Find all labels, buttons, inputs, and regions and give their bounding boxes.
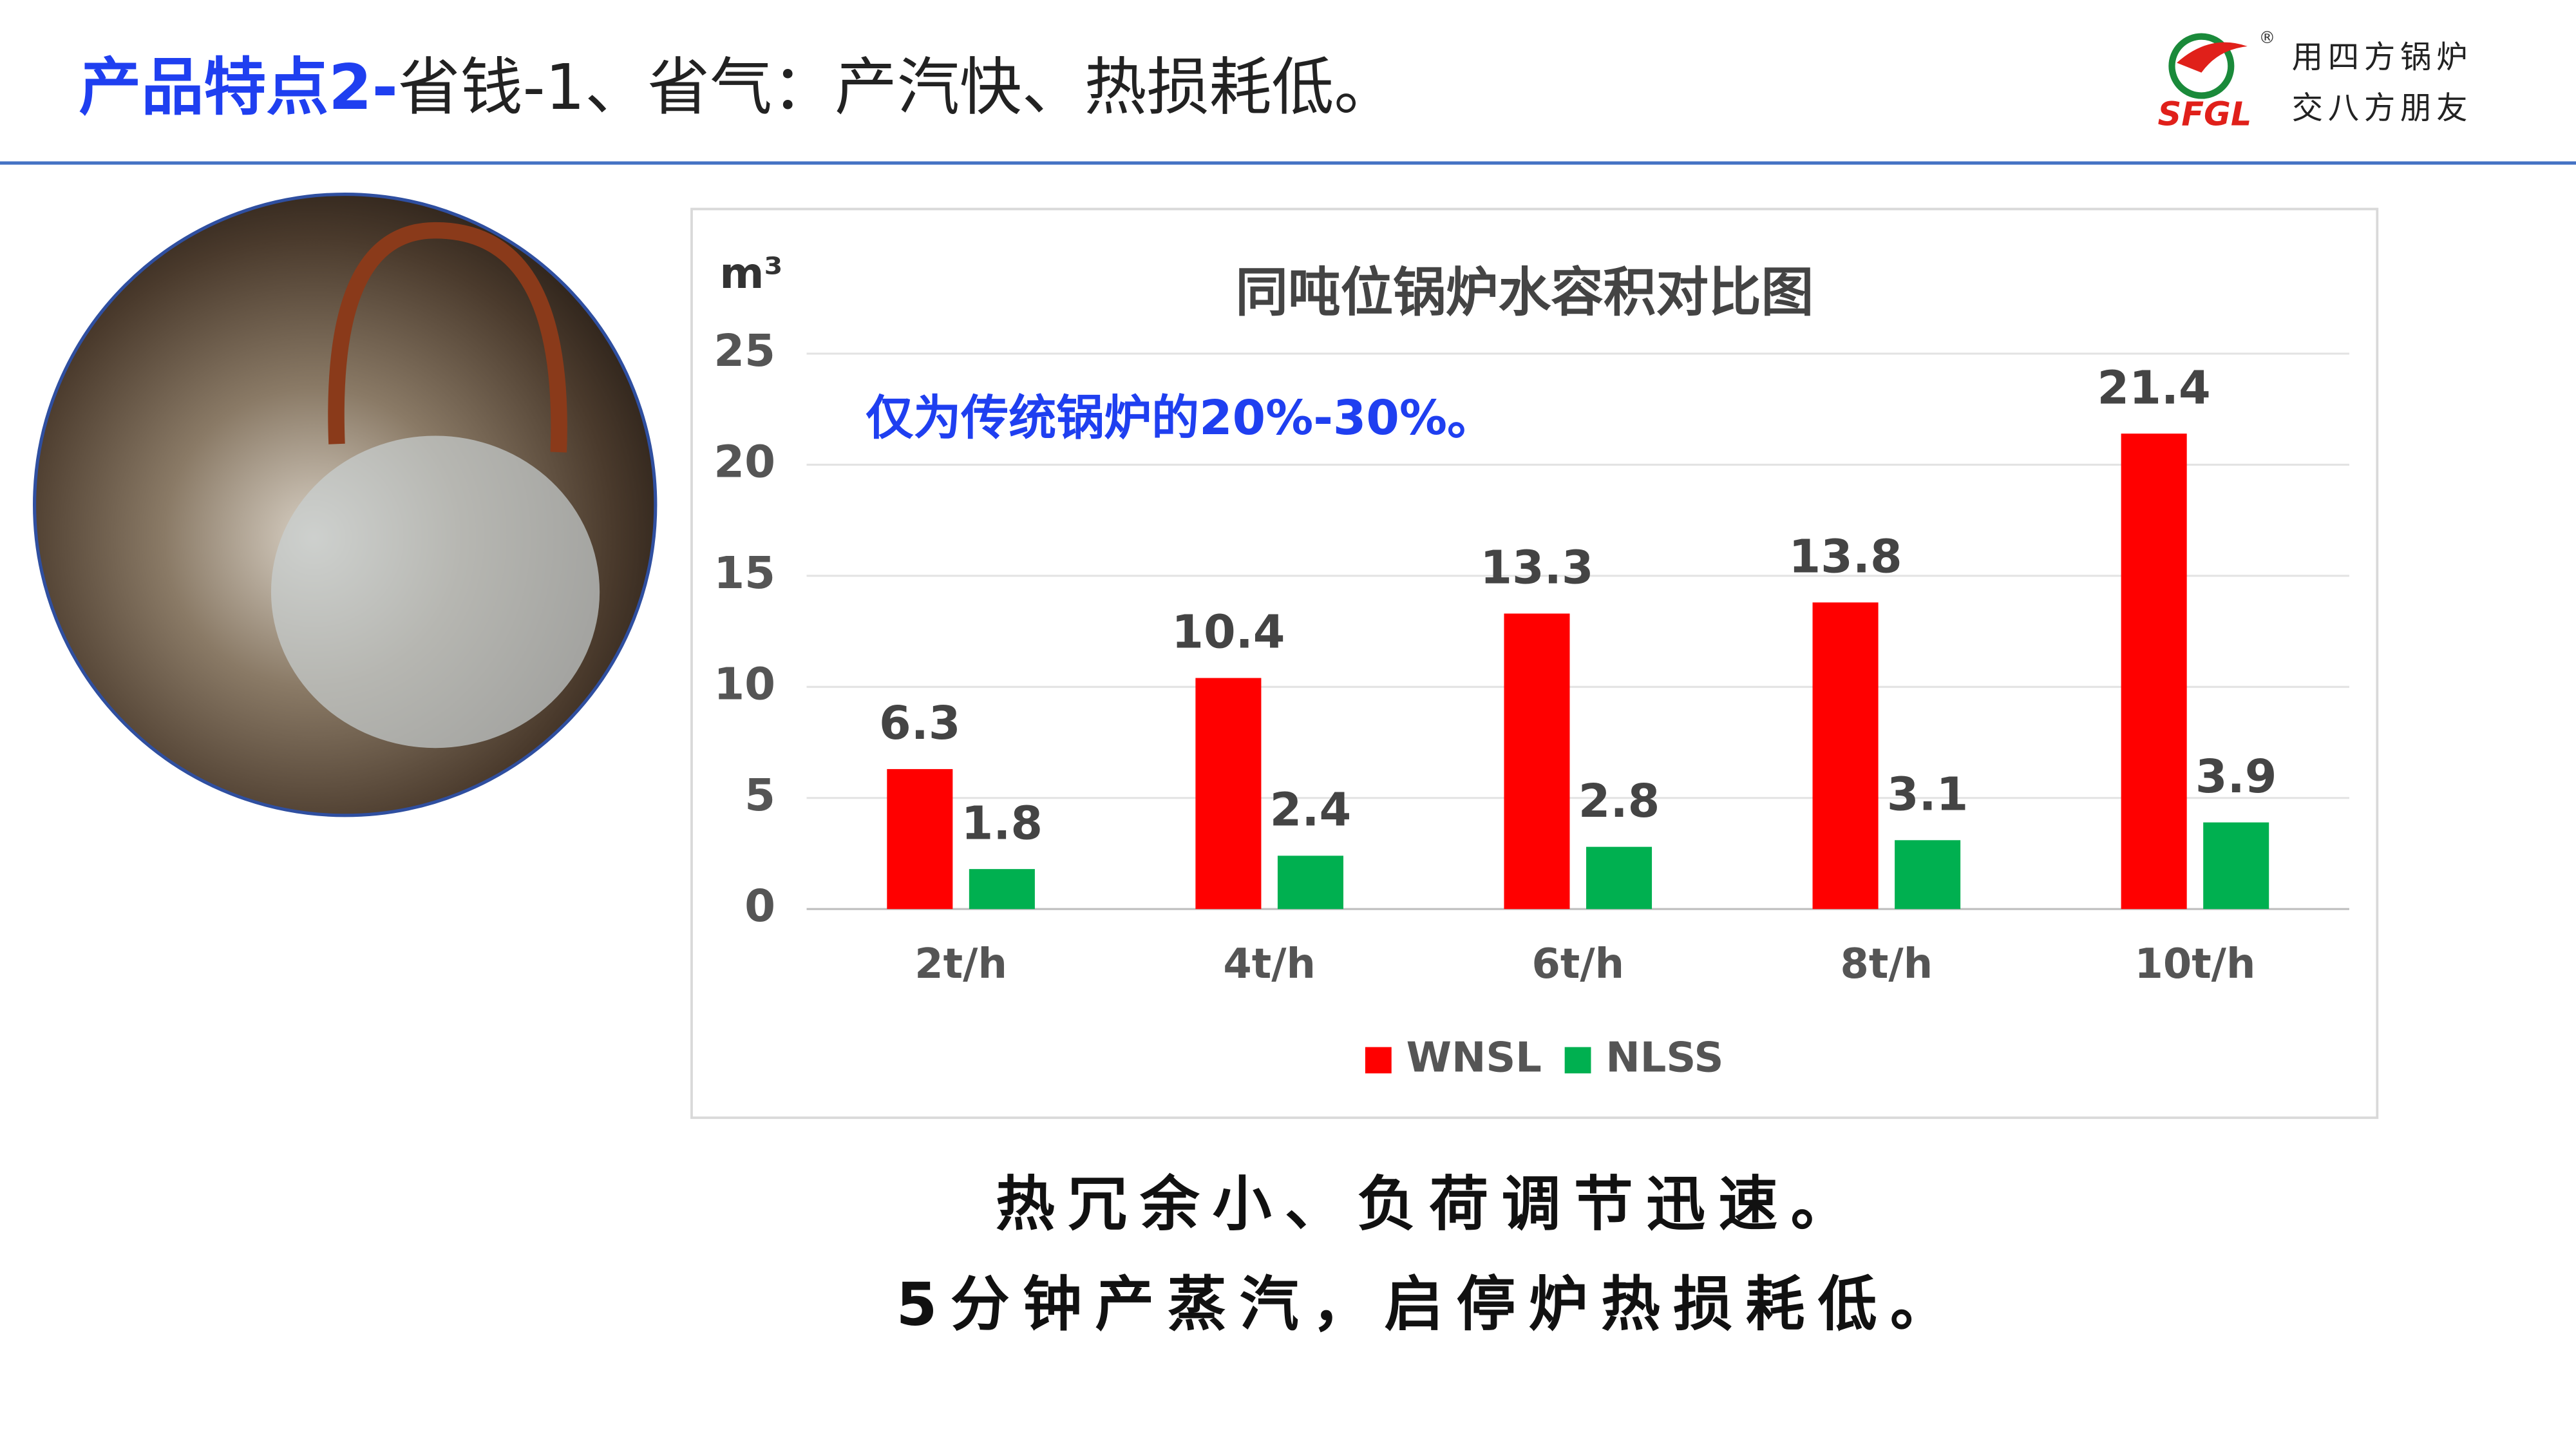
legend-swatch xyxy=(1564,1047,1591,1074)
logo-ring xyxy=(2168,33,2235,99)
footer-line: 5分钟产蒸汽，启停炉热损耗低。 xyxy=(896,1270,1963,1339)
y-tick-label: 15 xyxy=(714,548,775,599)
bar xyxy=(969,869,1035,910)
y-tick-label: 0 xyxy=(744,881,775,932)
value-label: 2.8 xyxy=(1578,774,1660,828)
bar xyxy=(1812,602,1879,910)
value-label: 1.8 xyxy=(961,796,1043,850)
logo-registered: ® xyxy=(2259,28,2276,48)
chart-frame xyxy=(690,207,2379,1120)
kettle-photo xyxy=(33,192,658,817)
slide-title: 产品特点2-省钱-1、省气：产汽快、热损耗低。 xyxy=(79,51,1396,124)
kettle-handle xyxy=(328,222,567,453)
value-label: 10.4 xyxy=(1171,606,1285,659)
logo-mark: SFGL xyxy=(2157,95,2251,133)
value-label: 21.4 xyxy=(2098,361,2211,414)
value-label: 3.9 xyxy=(2195,750,2277,803)
title-highlight: 产品特点2- xyxy=(79,51,397,124)
bar xyxy=(887,768,953,910)
logo-slogan: 用四方锅炉 xyxy=(2292,39,2473,75)
bar xyxy=(1895,840,1961,910)
y-axis-label: m³ xyxy=(719,248,782,298)
logo-slogan: 交八方朋友 xyxy=(2292,90,2473,126)
y-tick-label: 5 xyxy=(744,770,775,821)
value-label: 13.3 xyxy=(1480,541,1593,595)
legend-label: WNSL xyxy=(1406,1034,1542,1082)
y-tick-label: 20 xyxy=(714,436,775,488)
x-tick-label: 10t/h xyxy=(2134,940,2255,988)
bar xyxy=(1195,678,1262,910)
chart-title: 同吨位锅炉水容积对比图 xyxy=(1235,262,1814,323)
value-label: 13.8 xyxy=(1788,529,1902,583)
bar xyxy=(1277,855,1343,910)
x-tick-label: 4t/h xyxy=(1223,940,1316,988)
title-rest: 省钱-1、省气：产汽快、热损耗低。 xyxy=(398,51,1396,124)
value-label: 6.3 xyxy=(879,696,961,750)
bar xyxy=(2203,822,2269,910)
y-tick-label: 25 xyxy=(714,325,775,377)
footer-line: 热冗余小、负荷调节迅速。 xyxy=(996,1170,1863,1239)
x-tick-label: 8t/h xyxy=(1841,940,1933,988)
bar xyxy=(1504,613,1570,910)
x-tick-label: 2t/h xyxy=(914,940,1007,988)
photo-border xyxy=(33,192,658,817)
bar xyxy=(1586,846,1653,910)
bar xyxy=(2121,434,2187,910)
legend-label: NLSS xyxy=(1605,1034,1723,1082)
logo: SFGL ® 用四方锅炉 交八方朋友 xyxy=(2157,28,2473,134)
legend-swatch xyxy=(1365,1047,1392,1074)
annotation: 仅为传统锅炉的20%-30%。 xyxy=(866,390,1495,446)
x-tick-label: 6t/h xyxy=(1531,940,1624,988)
value-label: 2.4 xyxy=(1270,783,1352,837)
kettle-body xyxy=(270,435,600,749)
y-tick-label: 10 xyxy=(714,658,775,710)
value-label: 3.1 xyxy=(1887,768,1969,821)
logo-flame xyxy=(2177,42,2248,73)
